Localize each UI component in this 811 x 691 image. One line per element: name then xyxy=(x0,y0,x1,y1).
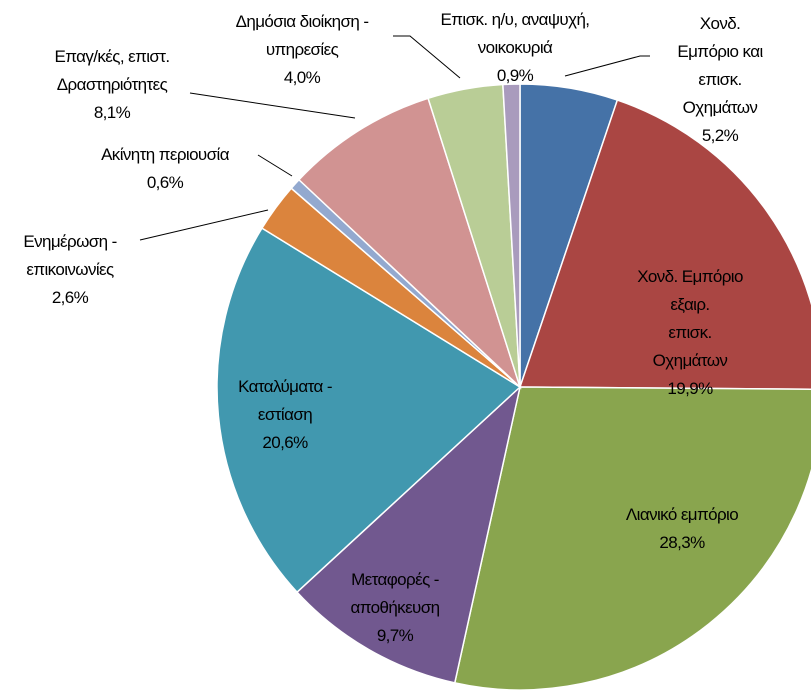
pie-slice xyxy=(295,384,522,684)
value-label: 5,2% xyxy=(701,126,739,145)
category-label: Επισκ. η/υ, αναψυχή, νοικοκυριά xyxy=(440,10,590,57)
value-label: 9,7% xyxy=(376,626,414,645)
value-label: 28,3% xyxy=(659,533,705,552)
slice-label: Χονδ. Εμπόριο και επισκ. Οχημάτων 5,2% xyxy=(675,10,766,150)
slice-label: Χονδ. Εμπόριο εξαιρ. επισκ. Οχημάτων 19,9… xyxy=(630,263,751,403)
category-label: Επαγ/κές, επιστ. Δραστηριότητες xyxy=(54,47,170,94)
category-label: Μεταφορές - αποθήκευση xyxy=(350,570,440,617)
value-label: 4,0% xyxy=(283,68,321,87)
pie-slice xyxy=(453,386,811,691)
value-label: 8,1% xyxy=(93,103,131,122)
slice-label: Μεταφορές - αποθήκευση 9,7% xyxy=(350,566,440,650)
value-label: 0,6% xyxy=(146,173,184,192)
value-label: 20,6% xyxy=(262,433,308,452)
pie-slice xyxy=(216,227,522,594)
slice-label: Επαγ/κές, επιστ. Δραστηριότητες 8,1% xyxy=(54,43,170,127)
slice-label: Ενημέρωση - επικοινωνίες 2,6% xyxy=(23,228,117,312)
pie-slice xyxy=(297,97,522,390)
pie-slice xyxy=(502,83,521,388)
category-label: Λιανικό εμπόριο xyxy=(625,505,739,524)
value-label: 19,9% xyxy=(667,379,713,398)
slice-label: Ακίνητη περιουσία 0,6% xyxy=(101,141,229,197)
leader-line xyxy=(139,209,269,241)
category-label: Δημόσια διοίκηση - υπηρεσίες xyxy=(235,12,369,59)
slice-label: Καταλύματα - εστίαση 20,6% xyxy=(238,373,332,457)
leader-line xyxy=(564,55,650,77)
category-label: Καταλύματα - εστίαση xyxy=(238,377,332,424)
category-label: Χονδ. Εμπόριο και επισκ. Οχημάτων xyxy=(677,14,763,117)
category-label: Χονδ. Εμπόριο εξαιρ. επισκ. Οχημάτων xyxy=(637,267,743,370)
slice-label: Δημόσια διοίκηση - υπηρεσίες 4,0% xyxy=(236,8,369,92)
leader-line xyxy=(189,92,356,119)
slice-label: Λιανικό εμπόριο 28,3% xyxy=(625,501,739,557)
leader-line xyxy=(257,154,293,177)
category-label: Ακίνητη περιουσία xyxy=(101,145,229,164)
leader-line xyxy=(393,35,461,79)
value-label: 0,9% xyxy=(496,66,534,85)
category-label: Ενημέρωση - επικοινωνίες xyxy=(23,232,117,279)
pie-slice xyxy=(518,99,811,391)
value-label: 2,6% xyxy=(51,288,89,307)
slice-label: Επισκ. η/υ, αναψυχή, νοικοκυριά 0,9% xyxy=(441,6,590,90)
